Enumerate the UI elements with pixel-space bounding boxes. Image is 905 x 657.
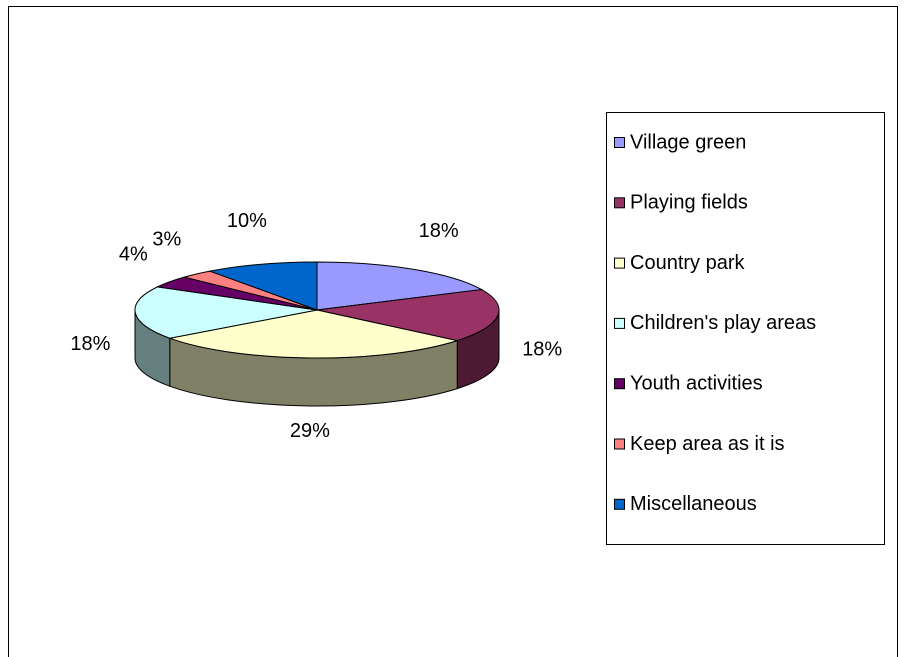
pie-slice — [134, 286, 318, 339]
pie-slice — [208, 261, 318, 311]
legend-swatch — [614, 498, 625, 510]
data-label: 3% — [152, 229, 181, 251]
legend-label: Children's play areas — [630, 312, 816, 334]
legend-box — [606, 112, 885, 545]
legend-label: Country park — [630, 252, 745, 274]
data-label: 4% — [119, 244, 148, 266]
legend-swatch — [614, 317, 625, 329]
legend-swatch — [614, 378, 625, 390]
legend-swatch — [614, 438, 625, 450]
legend-swatch — [614, 137, 625, 148]
legend-label: Playing fields — [630, 192, 748, 214]
data-label: 18% — [419, 220, 459, 242]
pie-slice — [316, 289, 500, 342]
legend-swatch — [614, 197, 625, 209]
data-label: 10% — [227, 210, 267, 232]
legend-label: Youth activities — [630, 372, 763, 394]
pie-slice — [167, 309, 460, 359]
data-label: 29% — [290, 420, 330, 442]
legend-label: Village green — [630, 131, 746, 153]
legend-label: Miscellaneous — [630, 493, 757, 515]
data-label: 18% — [522, 339, 562, 361]
legend-label: Keep area as it is — [630, 433, 785, 455]
legend-swatch — [614, 257, 625, 269]
data-label: 18% — [70, 333, 110, 355]
pie-slice — [316, 261, 484, 311]
